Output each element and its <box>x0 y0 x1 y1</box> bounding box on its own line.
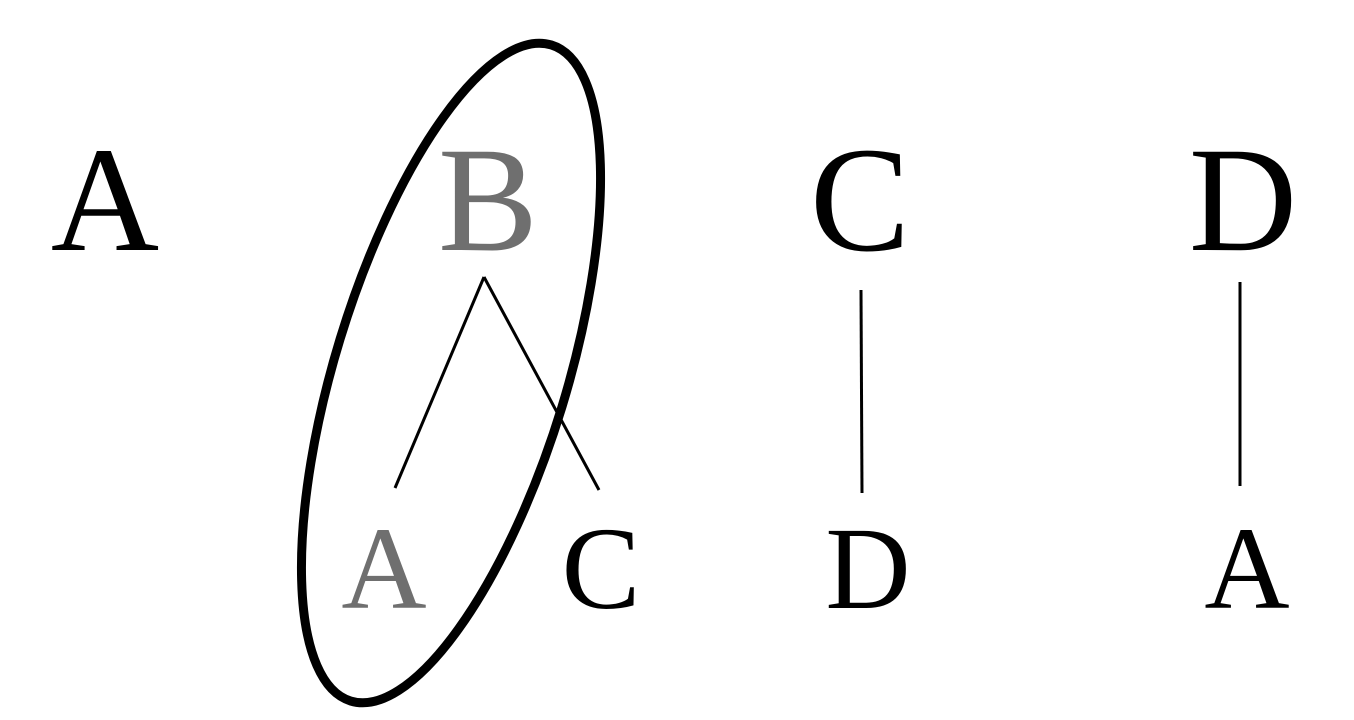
top-node-c: C <box>810 117 910 283</box>
top-node-a: A <box>51 117 159 283</box>
top-node-b: B <box>438 117 538 283</box>
selection-ellipse <box>296 38 606 708</box>
edge-b-to-a <box>393 276 486 489</box>
edge-b-to-c <box>482 276 601 491</box>
edge-c-to-d <box>859 289 864 494</box>
top-node-d: D <box>1189 117 1297 283</box>
child-node-d-under-c: D <box>825 503 910 634</box>
child-node-a-under-d: A <box>1204 503 1289 634</box>
child-node-a-under-b: A <box>341 503 426 634</box>
child-node-c-under-b: C <box>562 503 641 634</box>
